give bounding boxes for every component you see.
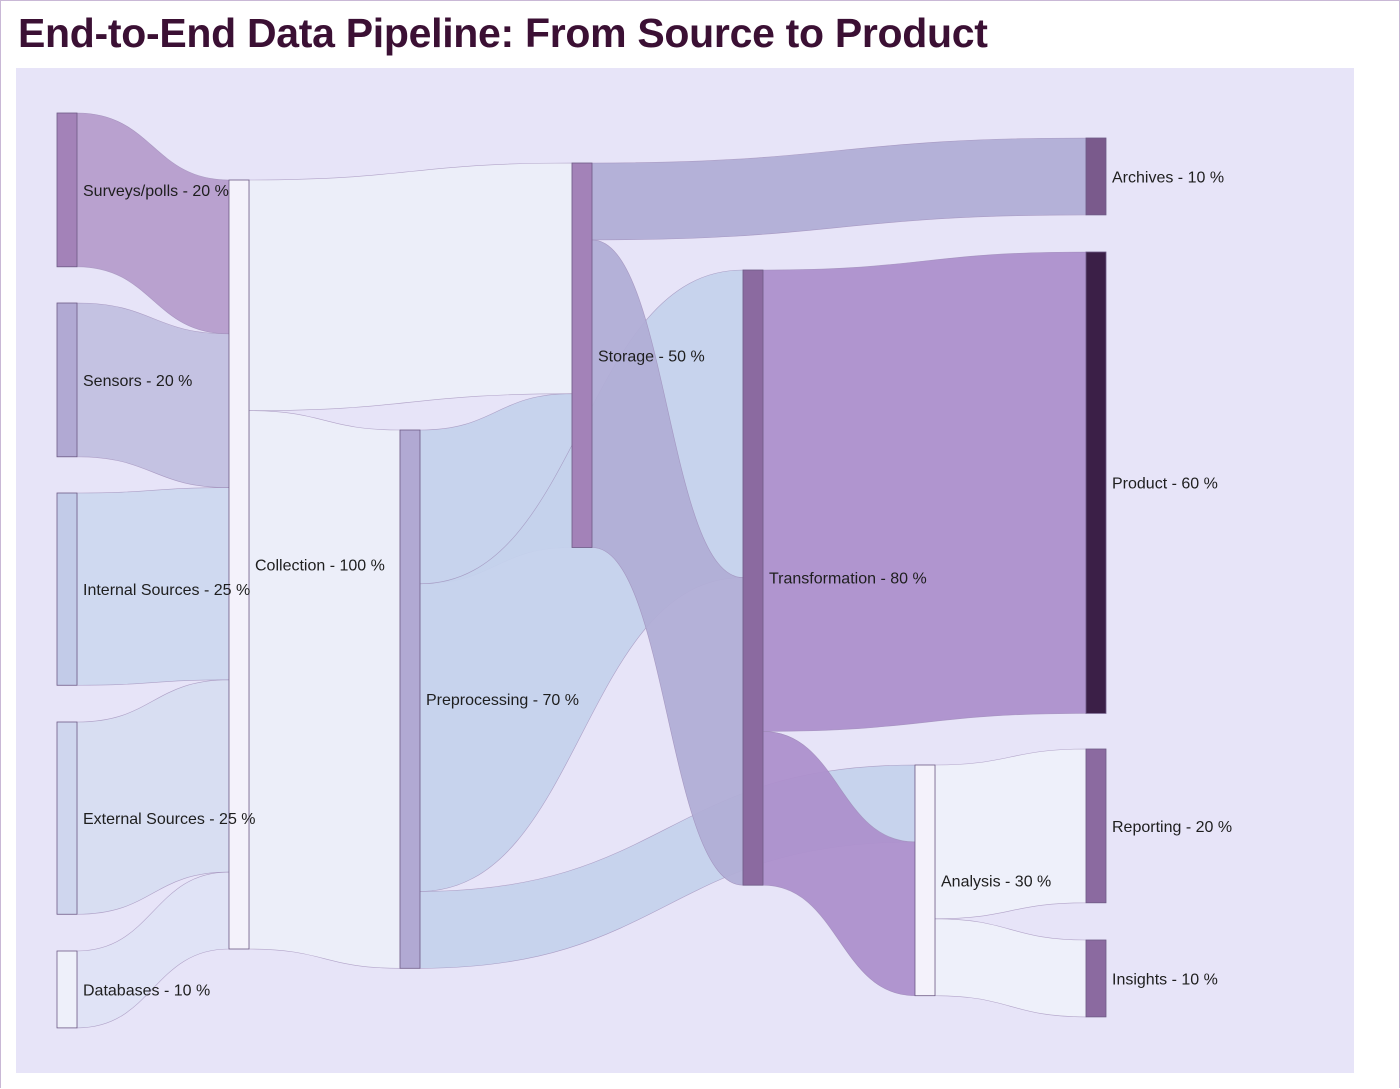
link-storage-to-archives[interactable]: [591, 137, 1087, 241]
link-analysis-to-reporting[interactable]: [934, 748, 1087, 920]
node-internal[interactable]: [56, 492, 78, 686]
node-product[interactable]: [1085, 251, 1107, 714]
links-layer: [76, 112, 1087, 1029]
link-analysis-to-insights[interactable]: [934, 918, 1087, 1018]
node-label-archives: Archives - 10 %: [1112, 169, 1224, 186]
labels-layer: Surveys/polls - 20 % Sensors - 20 % Intern…: [83, 169, 1232, 999]
node-storage[interactable]: [571, 162, 593, 548]
node-insights[interactable]: [1085, 939, 1107, 1018]
node-label-preprocessing: Preprocessing - 70 %: [426, 692, 579, 709]
nodes-layer: [56, 112, 1107, 1029]
chart-title: End-to-End Data Pipeline: From Source to…: [18, 10, 988, 56]
node-label-sensors: Sensors - 20 %: [83, 373, 192, 390]
node-archives[interactable]: [1085, 137, 1107, 216]
node-transformation[interactable]: [742, 269, 764, 886]
node-collection[interactable]: [228, 179, 250, 950]
node-reporting[interactable]: [1085, 748, 1107, 904]
node-external[interactable]: [56, 721, 78, 915]
node-surveys[interactable]: [56, 112, 78, 268]
node-label-internal: Internal Sources - 25 %: [83, 582, 250, 599]
node-label-transformation: Transformation - 80 %: [769, 571, 927, 588]
node-label-storage: Storage - 50 %: [598, 348, 705, 365]
link-transformation-to-product[interactable]: [762, 251, 1087, 732]
node-label-insights: Insights - 10 %: [1112, 971, 1218, 988]
link-collection-to-storage[interactable]: [248, 162, 573, 412]
node-analysis[interactable]: [914, 764, 936, 997]
node-label-reporting: Reporting - 20 %: [1112, 819, 1232, 836]
node-label-surveys: Surveys/polls - 20 %: [83, 183, 229, 200]
link-collection-to-preprocessing[interactable]: [248, 410, 401, 969]
node-label-collection: Collection - 100 %: [255, 558, 385, 575]
node-databases[interactable]: [56, 950, 78, 1029]
node-label-databases: Databases - 10 %: [83, 982, 210, 999]
node-label-analysis: Analysis - 30 %: [941, 873, 1051, 890]
link-surveys-to-collection[interactable]: [76, 112, 230, 335]
node-label-external: External Sources - 25 %: [83, 811, 256, 828]
node-sensors[interactable]: [56, 302, 78, 458]
node-label-product: Product - 60 %: [1112, 476, 1218, 493]
node-preprocessing[interactable]: [399, 429, 421, 969]
